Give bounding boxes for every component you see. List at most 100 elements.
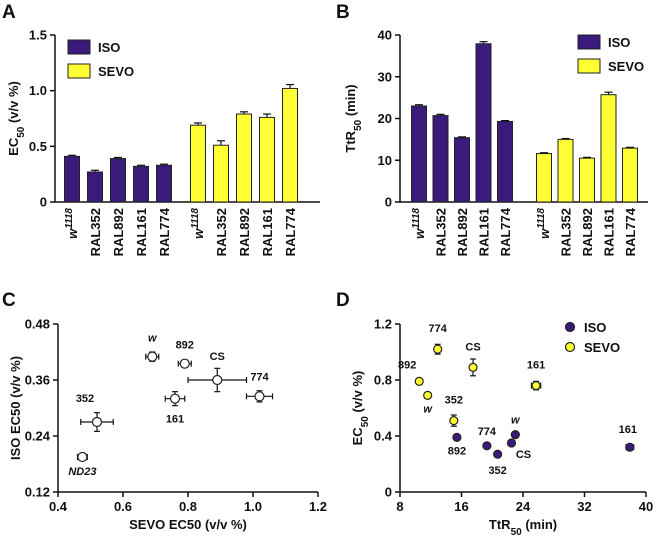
legend-swatch — [577, 58, 601, 74]
data-point — [449, 416, 459, 426]
point-label: CS — [516, 449, 531, 461]
legend-swatch — [577, 34, 601, 50]
point-label: 892 — [448, 445, 466, 457]
bar — [432, 115, 449, 203]
strain-superscript: 1118 — [536, 208, 547, 229]
point-label: ND23 — [68, 466, 96, 478]
data-point — [510, 430, 520, 440]
data-point — [212, 374, 223, 386]
legend-label: ISO — [584, 320, 606, 335]
point-label: 161 — [527, 360, 545, 372]
x-tick-label: RAL892 — [455, 208, 470, 256]
bar — [497, 120, 513, 203]
x-tick-label: 8 — [396, 499, 403, 514]
y-tick-label: 0.4 — [374, 429, 393, 444]
x-tick-label: RAL161 — [134, 208, 149, 256]
x-tick-label: RAL352 — [88, 208, 103, 256]
x-axis-label: SEVO EC50 (v/v %) — [129, 517, 247, 532]
y-tick-label: 0 — [40, 195, 47, 210]
legend-label: SEVO — [98, 64, 134, 79]
legend-marker — [564, 321, 576, 333]
x-tick-label: RAL774 — [157, 207, 172, 256]
y-tick-label: 1.5 — [29, 28, 47, 43]
label-main: TtR — [343, 130, 358, 152]
x-tick-label: RAL774 — [283, 207, 298, 256]
point-label: w — [511, 415, 521, 427]
strain-superscript: 1118 — [411, 208, 422, 229]
strain-w: w — [537, 228, 552, 239]
label-subscript: 50 — [360, 416, 371, 428]
legend-marker — [564, 341, 576, 353]
label-main: EC — [350, 427, 365, 446]
strain-w: w — [191, 228, 206, 239]
bar — [536, 153, 552, 203]
bar — [236, 113, 252, 203]
bar — [156, 164, 172, 203]
bar — [133, 165, 149, 203]
bar — [213, 144, 229, 203]
y-tick-label: 0.48 — [25, 317, 50, 332]
x-tick-label: RAL892 — [580, 208, 595, 256]
data-point — [91, 416, 103, 428]
legend-swatch — [67, 63, 91, 79]
point-label: CS — [465, 341, 480, 353]
data-point — [179, 358, 190, 369]
bar — [190, 124, 206, 203]
x-tick-label: w1118 — [64, 208, 81, 239]
x-tick-label: RAL161 — [260, 208, 275, 256]
point-label: 352 — [488, 465, 506, 477]
bar — [87, 171, 103, 203]
y-axis-label: TtR50 (min) — [343, 84, 364, 152]
y-axis-label: ISO EC50 (v/v %) — [8, 356, 23, 460]
legend-label: ISO — [608, 35, 630, 50]
bar — [110, 158, 126, 203]
y-tick-label: 0.5 — [29, 139, 47, 154]
data-point — [482, 441, 492, 451]
data-point — [414, 376, 424, 386]
x-axis-label: TtR50 (min) — [489, 517, 557, 538]
point-label: 352 — [445, 395, 463, 407]
x-tick-label: w1118 — [536, 208, 553, 239]
point-label: w — [148, 333, 158, 345]
panel-letter-a: A — [2, 2, 16, 23]
panel-letter-b: B — [336, 2, 350, 23]
bar — [622, 147, 638, 203]
x-tick-label: RAL892 — [111, 208, 126, 256]
bar — [475, 43, 492, 203]
x-tick-label: RAL352 — [214, 208, 229, 256]
y-tick-label: 40 — [378, 28, 392, 43]
y-axis-label: EC50 (v/v %) — [350, 371, 371, 446]
point-label: CS — [210, 351, 225, 363]
strain-superscript: 1118 — [190, 208, 201, 229]
x-tick-label: RAL774 — [498, 207, 513, 256]
legend-label: SEVO — [584, 340, 620, 355]
strain-w: w — [412, 228, 427, 239]
point-label: 161 — [166, 414, 184, 426]
y-tick-label: 10 — [378, 153, 392, 168]
x-tick-label: 0.6 — [114, 499, 132, 514]
bar — [454, 137, 470, 203]
point-label: 774 — [250, 371, 269, 383]
x-tick-label: w1118 — [190, 208, 207, 239]
point-label: w — [423, 403, 433, 415]
data-point — [506, 438, 517, 448]
y-tick-label: 30 — [378, 69, 392, 84]
x-tick-label: 24 — [516, 499, 531, 514]
x-tick-label: RAL774 — [623, 207, 638, 256]
bar — [411, 105, 427, 203]
panel-c-scatter-chart: 0.12 0.24 0.36 0.48 0.4 0.6 0.8 1.0 1.2 ISO EC50 … — [8, 317, 327, 533]
bar — [259, 116, 275, 203]
label-main: TtR — [489, 517, 511, 532]
y-tick-label: 1.2 — [374, 317, 392, 332]
point-label: 774 — [478, 426, 497, 438]
x-tick-label: 0.8 — [179, 499, 197, 514]
point-label: 774 — [428, 323, 447, 335]
legend-label: ISO — [98, 40, 120, 55]
x-tick-label: 1.0 — [244, 499, 262, 514]
y-tick-label: 0 — [385, 485, 392, 500]
strain-superscript: 1118 — [64, 208, 75, 229]
y-tick-label: 0.8 — [374, 373, 392, 388]
